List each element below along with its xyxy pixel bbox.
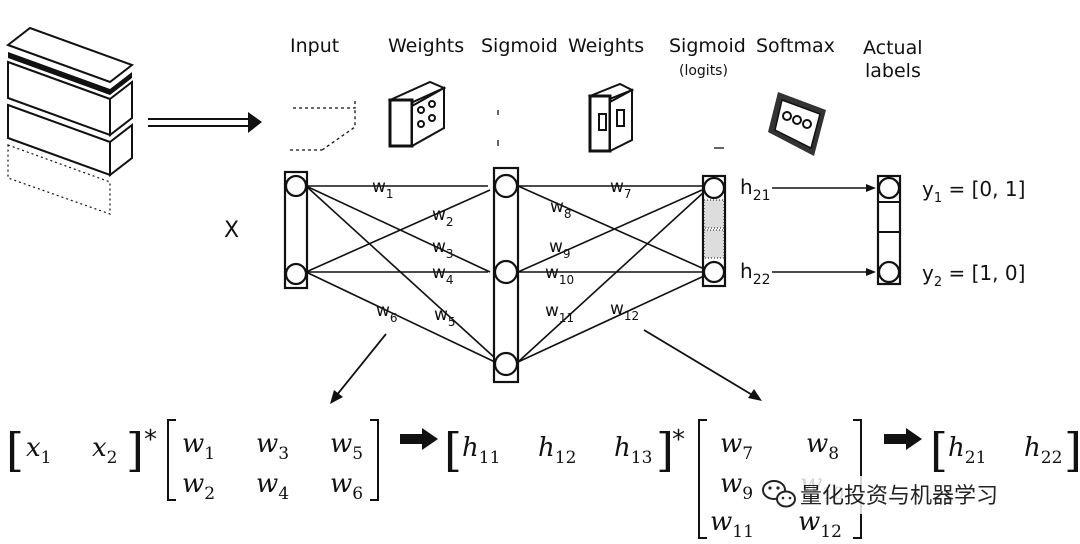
matrix-w1-w6: w1 w3 w5 w2 w4 w6 [167,419,379,504]
output-layer [701,174,727,288]
label-y2: y2 = [1, 0] [922,261,1025,290]
weight-label-3: w3 [432,237,454,261]
weight-label-11: w11 [545,301,574,325]
m1-w2: w2 [182,469,215,504]
header-labels: labels [865,60,921,82]
weights-tensor-icon-2 [587,82,635,153]
header-sigmoid: Sigmoid [481,35,558,57]
m1-w3: w3 [256,429,289,464]
weight-label-10: w10 [545,263,574,287]
wechat-icon [762,480,796,508]
eq-h22: h22 [1024,433,1062,468]
weight-label-8: w8 [550,197,572,221]
m1-w1: w1 [182,429,215,464]
header-actual: Actual [863,37,923,59]
input-x-label: X [224,218,239,243]
eq-h13: h13 [614,433,652,468]
label-node-1 [877,176,901,200]
header-input: Input [290,35,339,57]
softmax-tensor-icon [768,92,826,156]
output-node-2 [702,260,726,284]
weight-label-9: w9 [549,237,571,261]
m1-w4: w4 [256,469,289,504]
watermark-text: 量化投资与机器学习 [800,484,998,509]
label-y1: y1 = [0, 1] [922,177,1025,206]
bracket-h2-close: ] [1064,423,1080,477]
bracket-x-close: ] [126,423,144,477]
output-label-h21: h21 [740,175,771,204]
weight-label-5: w5 [434,305,456,329]
output-label-h22: h22 [740,259,771,288]
eq-h21: h21 [948,433,986,468]
hidden-node-3 [493,351,519,377]
bracket-h2-open: [ [930,423,948,477]
weight-label-7: w7 [610,177,632,201]
input-layer [283,170,309,290]
eq-h11: h11 [462,433,500,468]
weight-label-2: w2 [432,205,454,229]
input-node-2 [284,262,308,286]
label-node-2 [877,260,901,284]
pointer-arrows [330,329,762,404]
bracket-h1-close: ] [656,423,674,477]
input-node-1 [284,174,308,198]
output-arrows [772,184,876,276]
connections [305,185,705,363]
header-weights-1: Weights [388,35,464,57]
header-softmax: Softmax [756,35,835,57]
weight-label-6: w6 [376,301,398,325]
data-flow-arrow [148,112,262,133]
eq-star-1: * [144,425,157,455]
watermark: 量化投资与机器学习 [754,476,1050,514]
m2-w7: w7 [720,429,753,464]
hidden-node-1 [493,173,519,199]
eq-x2: x2 [92,433,118,468]
label-layer [876,174,902,286]
equation-arrow-2 [884,428,922,450]
weight-labels: w1 w2 w3 w4 w5 w6 w7 w8 w9 w10 w11 w12 [372,177,639,329]
weight-label-1: w1 [372,177,394,201]
m1-w6: w6 [330,469,363,504]
header-weights-2: Weights [568,35,644,57]
hidden-layer [492,166,520,384]
m1-w5: w5 [330,429,363,464]
eq-h12: h12 [538,433,576,468]
weight-label-12: w12 [610,299,639,323]
eq-x1: x1 [26,433,52,468]
weight-label-4: w4 [432,263,454,287]
hidden-node-2 [493,259,519,285]
equation-arrow-1 [400,428,438,450]
eq-star-2: * [672,425,685,455]
input-tensor-icon [290,100,356,151]
m2-w8: w8 [806,429,839,464]
output-node-1 [702,176,726,200]
dataset-stack-icon [5,26,135,215]
m2-w11: w11 [710,507,754,542]
bracket-x-open: [ [6,423,24,477]
header-sigmoid-logits: Sigmoid [669,35,746,57]
header-logits-sub: (logits) [679,63,728,79]
m2-w12: w12 [798,507,842,542]
bracket-h1-open: [ [444,423,462,477]
m2-w9: w9 [720,469,753,504]
weights-tensor-icon-1 [387,80,447,148]
